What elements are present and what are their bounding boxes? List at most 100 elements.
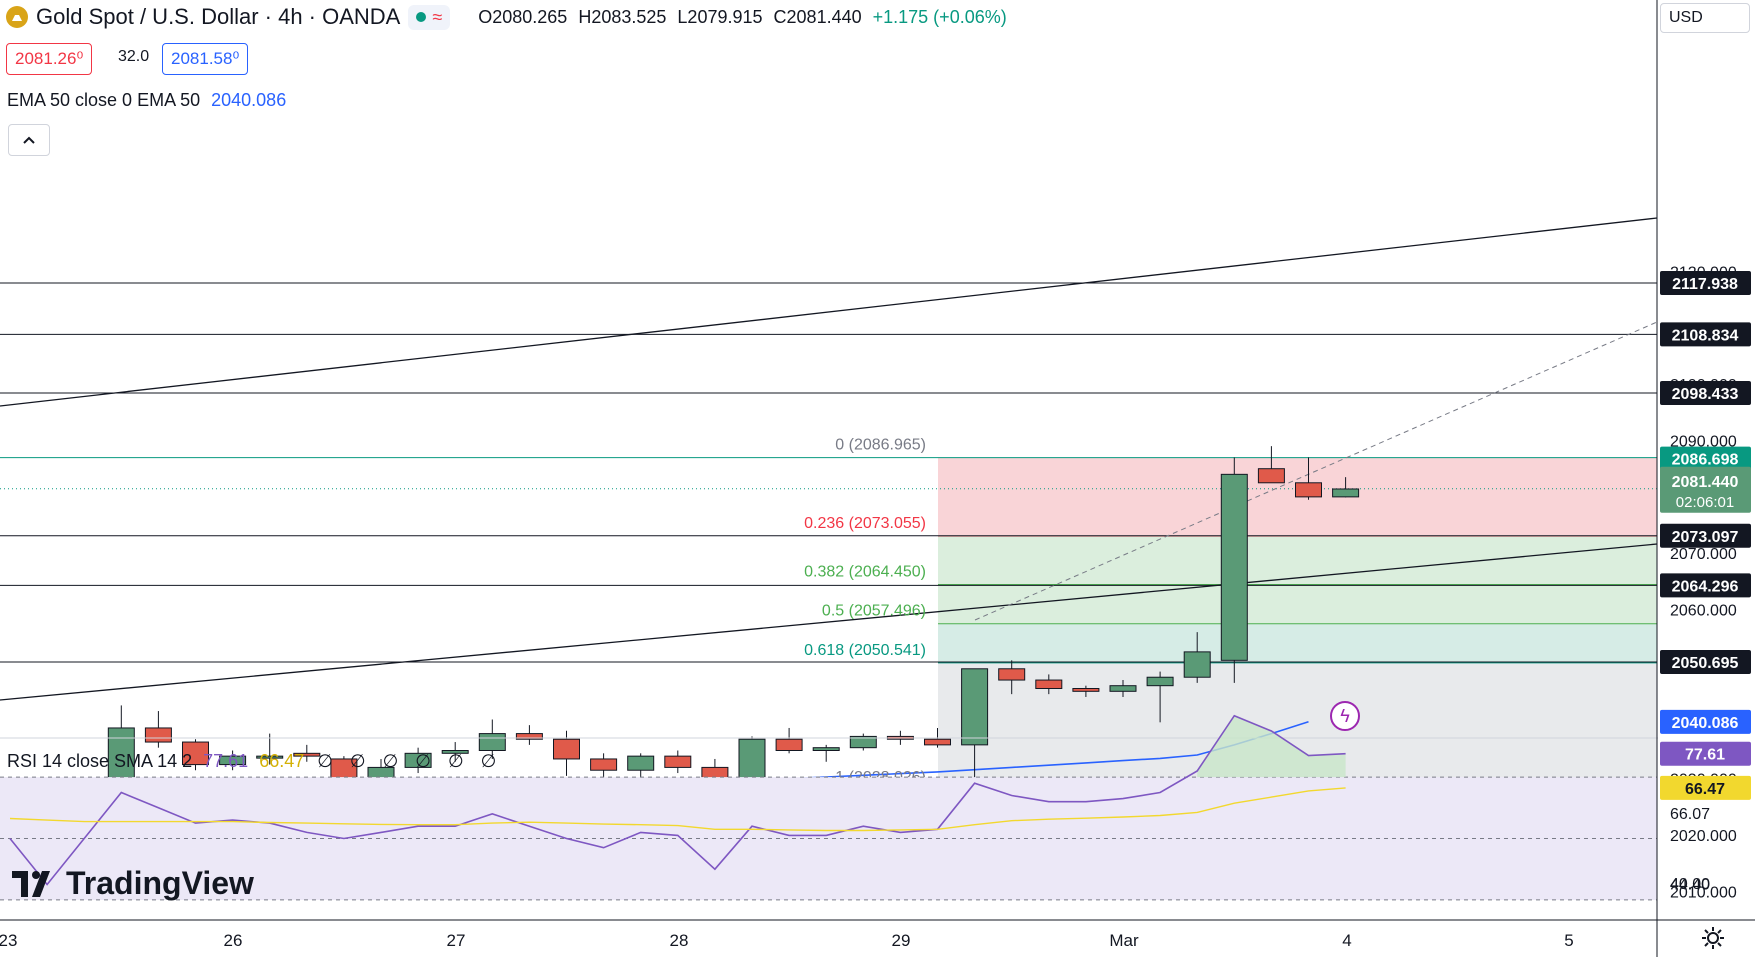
sell-button[interactable]: 2081.26⁰ bbox=[6, 43, 93, 75]
market-open-icon bbox=[416, 12, 427, 22]
time-tick-label: 4 bbox=[1342, 931, 1351, 950]
candle bbox=[1183, 632, 1211, 683]
price-tick-label: 2020.000 bbox=[1670, 828, 1737, 845]
candle-body-down bbox=[1295, 482, 1322, 498]
time-tick-label: Mar bbox=[1109, 931, 1139, 950]
candle-body-down bbox=[775, 738, 803, 752]
ema-legend-value: 2040.086 bbox=[211, 90, 287, 110]
candle-body-down bbox=[553, 738, 580, 760]
candle bbox=[256, 733, 284, 765]
level-tag-5: 2050.695 bbox=[1660, 650, 1751, 675]
candle bbox=[1035, 674, 1063, 695]
candle-body-up bbox=[849, 735, 877, 749]
symbol-title[interactable]: Gold Spot / U.S. Dollar · 4h · OANDA bbox=[36, 4, 401, 29]
time-axis[interactable]: 23 26 27 28 29 Mar 4 5 bbox=[0, 919, 1755, 950]
level-tag-1-text: 2108.834 bbox=[1672, 327, 1739, 344]
level-tag-0: 2117.938 bbox=[1660, 271, 1751, 296]
level-tag-5-bg bbox=[1660, 650, 1751, 675]
collapse-legend-button[interactable] bbox=[8, 124, 50, 156]
tradingview-wordmark: TradingView bbox=[66, 865, 254, 901]
price-tick-label: 2060.000 bbox=[1670, 603, 1737, 620]
candle bbox=[1109, 680, 1137, 697]
horizontal-levels bbox=[0, 282, 1657, 663]
price-tick-label: 2090.000 bbox=[1670, 434, 1737, 451]
fib-label-2: 0.382 (2064.450) bbox=[804, 564, 926, 581]
event-flash-icon[interactable]: ϟ bbox=[1330, 701, 1360, 731]
rsi-legend[interactable]: RSI 14 close SMA 14 2 77.61 66.47 ∅ ∅ ∅ … bbox=[7, 751, 502, 772]
candle bbox=[219, 750, 247, 771]
level-tag-5-text: 2050.695 bbox=[1672, 655, 1739, 672]
rsi-tag-text: 77.61 bbox=[1685, 747, 1725, 764]
level-tag-2: 2098.433 bbox=[1660, 380, 1751, 405]
change-value: +1.175 (+0.06%) bbox=[872, 6, 1007, 27]
candle-body-down bbox=[182, 741, 209, 766]
candle bbox=[775, 727, 803, 754]
rsi-pane bbox=[0, 714, 1755, 901]
candle-body-up bbox=[256, 755, 284, 759]
fib-top-tag-bg bbox=[1660, 446, 1751, 471]
trendline-lower bbox=[0, 543, 1658, 701]
rsi-line bbox=[9, 714, 1346, 886]
candle bbox=[1220, 457, 1248, 683]
current-price-tag: 2081.440 02:06:01 bbox=[1660, 466, 1751, 513]
time-tick-label: 23 bbox=[0, 931, 17, 950]
currency-selector[interactable]: USD bbox=[1660, 3, 1750, 33]
candle bbox=[1295, 457, 1322, 500]
symbol-legend: Gold Spot / U.S. Dollar · 4h · OANDA ≈ O… bbox=[6, 4, 1013, 30]
rsi-legend-value: 77.61 bbox=[203, 751, 249, 771]
level-tag-0-text: 2117.938 bbox=[1672, 276, 1738, 293]
level-tag-4-bg bbox=[1660, 573, 1751, 598]
candle bbox=[1257, 446, 1285, 484]
buy-button[interactable]: 2081.58⁰ bbox=[162, 43, 249, 75]
fib-label-1: 0.236 (2073.055) bbox=[804, 515, 926, 532]
rsi-tag: 77.61 bbox=[1660, 741, 1751, 766]
candle-body-down bbox=[515, 733, 543, 740]
ema-legend[interactable]: EMA 50 close 0 EMA 50 2040.086 bbox=[7, 90, 286, 111]
candle bbox=[293, 744, 321, 762]
fib-top-tag-text: 2086.698 bbox=[1672, 452, 1739, 469]
candle-body-down bbox=[590, 758, 618, 771]
level-tag-0-bg bbox=[1660, 271, 1751, 296]
level-tag-1-bg bbox=[1660, 322, 1751, 347]
candle bbox=[553, 730, 580, 776]
level-tag-3-bg bbox=[1660, 523, 1751, 548]
market-status[interactable]: ≈ bbox=[408, 4, 451, 30]
countdown-value: 02:06:01 bbox=[1676, 494, 1734, 511]
spread-value: 32.0 bbox=[118, 48, 150, 66]
candle bbox=[404, 747, 432, 774]
candle-body-down bbox=[1072, 688, 1100, 692]
high-value: H2083.525 bbox=[578, 6, 667, 27]
candle-body-up bbox=[1332, 488, 1360, 498]
fib-label-3: 0.5 (2057.496) bbox=[822, 603, 926, 620]
candle-body-down bbox=[293, 752, 321, 757]
candle bbox=[441, 742, 469, 762]
delay-icon: ≈ bbox=[432, 6, 443, 27]
fib-zone-2 bbox=[938, 584, 1657, 624]
time-tick-label: 27 bbox=[447, 931, 466, 950]
level-tag-2-bg bbox=[1660, 380, 1751, 405]
candle-body-up bbox=[1183, 651, 1211, 678]
ohlc-values: O2080.265 H2083.525 L2079.915 C2081.440 … bbox=[478, 7, 1013, 28]
fib-zone-3 bbox=[938, 623, 1657, 663]
fib-label-0: 0 (2086.965) bbox=[835, 437, 926, 454]
candle-body-down bbox=[998, 668, 1026, 681]
current-price-value: 2081.440 bbox=[1672, 474, 1739, 491]
level-tag-1: 2108.834 bbox=[1660, 322, 1751, 347]
price-axis[interactable]: 2120.0002110.0002100.0002090.0002080.000… bbox=[1656, 0, 1755, 957]
gold-icon bbox=[6, 6, 28, 28]
level-tag-4: 2064.296 bbox=[1660, 573, 1751, 598]
rsi-tick-label: 44.40 bbox=[1670, 877, 1710, 894]
candle-body-up bbox=[961, 668, 989, 746]
ema-tag-text: 2040.086 bbox=[1672, 715, 1739, 732]
ema-tag: 2040.086 bbox=[1660, 709, 1751, 734]
candle-body-up bbox=[1220, 473, 1248, 661]
time-tick-label: 29 bbox=[892, 931, 911, 950]
rsi-sma-tag: 66.47 bbox=[1660, 775, 1751, 800]
gear-icon[interactable] bbox=[1700, 925, 1726, 951]
ema-legend-label: EMA 50 close 0 EMA 50 bbox=[7, 90, 201, 110]
candle bbox=[812, 744, 840, 762]
candle bbox=[849, 733, 877, 751]
candle bbox=[182, 739, 209, 771]
time-tick-label: 5 bbox=[1564, 931, 1573, 950]
